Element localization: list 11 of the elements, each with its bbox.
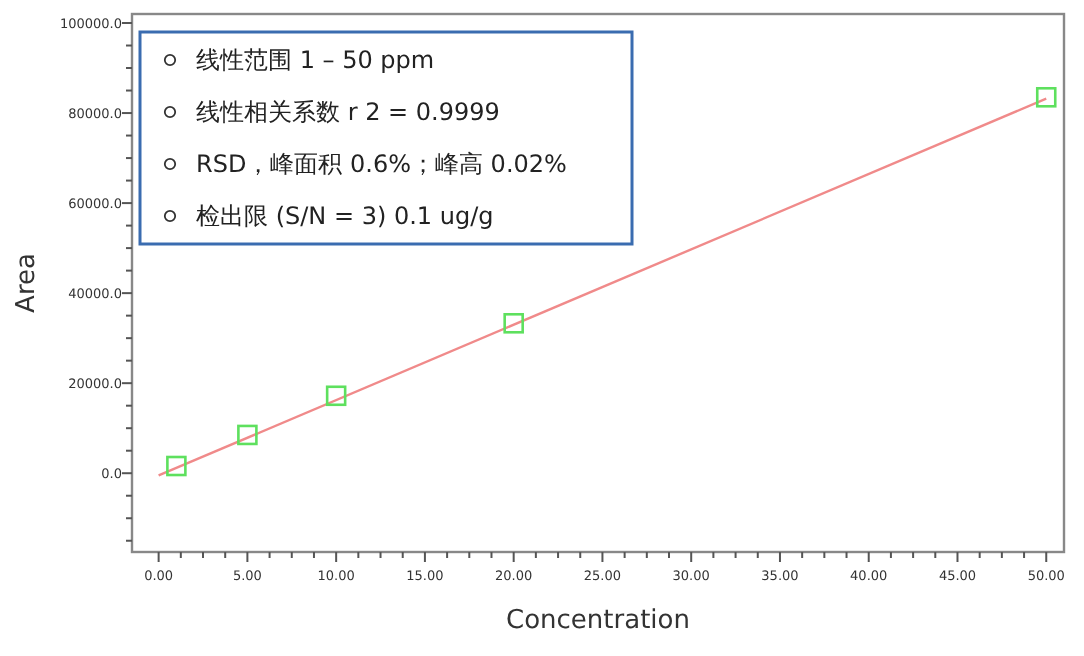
- point: [325, 385, 347, 407]
- annotation: 线性范围 1 – 50 ppm: [196, 46, 435, 74]
- y-axis-title: Area: [12, 253, 42, 313]
- annotation: 检出限 (S/N = 3) 0.1 ug/g: [196, 202, 494, 230]
- annotation: 线性相关系数 r 2 = 0.9999: [196, 98, 500, 126]
- annotation: RSD，峰面积 0.6%；峰高 0.02%: [196, 150, 567, 178]
- point: [166, 455, 187, 477]
- x-axis-title: Concentration: [506, 606, 690, 636]
- point: [1035, 86, 1057, 108]
- point: [503, 312, 524, 334]
- point: [237, 424, 258, 446]
